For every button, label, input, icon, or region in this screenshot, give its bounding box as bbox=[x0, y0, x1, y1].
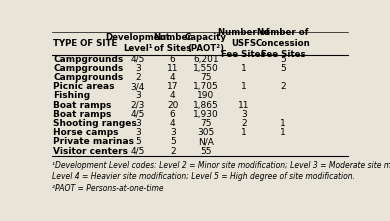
Text: Private marinas: Private marinas bbox=[53, 137, 134, 146]
Text: 4/5: 4/5 bbox=[131, 110, 145, 119]
Text: 1: 1 bbox=[241, 82, 246, 91]
Text: 3: 3 bbox=[241, 110, 246, 119]
Text: 6: 6 bbox=[170, 55, 176, 64]
Text: 2: 2 bbox=[135, 73, 141, 82]
Text: 1,550: 1,550 bbox=[193, 64, 219, 73]
Text: Visitor centers: Visitor centers bbox=[53, 147, 128, 156]
Text: 2: 2 bbox=[170, 147, 176, 156]
Text: Picnic areas: Picnic areas bbox=[53, 82, 115, 91]
Text: Horse camps: Horse camps bbox=[53, 128, 119, 137]
Text: Fishing: Fishing bbox=[53, 91, 90, 101]
Text: ²PAOT = Persons-at-one-time: ²PAOT = Persons-at-one-time bbox=[52, 184, 163, 193]
Text: 3: 3 bbox=[135, 128, 141, 137]
Text: 75: 75 bbox=[200, 119, 212, 128]
Text: 2: 2 bbox=[280, 82, 286, 91]
Text: 1,865: 1,865 bbox=[193, 101, 219, 110]
Text: Shooting ranges: Shooting ranges bbox=[53, 119, 137, 128]
Text: 1: 1 bbox=[280, 128, 286, 137]
Text: Campgrounds: Campgrounds bbox=[53, 73, 124, 82]
Text: 11: 11 bbox=[238, 101, 250, 110]
Text: 3: 3 bbox=[135, 91, 141, 101]
Text: 1,705: 1,705 bbox=[193, 82, 219, 91]
Text: 17: 17 bbox=[167, 82, 178, 91]
Text: 3: 3 bbox=[135, 119, 141, 128]
Text: Development
Level¹: Development Level¹ bbox=[105, 33, 170, 53]
Text: 1,930: 1,930 bbox=[193, 110, 219, 119]
Text: 1: 1 bbox=[241, 64, 246, 73]
Text: Number of
USFS
Fee Sites: Number of USFS Fee Sites bbox=[218, 27, 269, 59]
Text: 2/3: 2/3 bbox=[131, 101, 145, 110]
Text: 5: 5 bbox=[280, 64, 286, 73]
Text: 2: 2 bbox=[241, 119, 246, 128]
Text: Campgrounds: Campgrounds bbox=[53, 55, 124, 64]
Text: Number
of Sites: Number of Sites bbox=[153, 33, 192, 53]
Text: 1: 1 bbox=[241, 128, 246, 137]
Text: 6: 6 bbox=[170, 110, 176, 119]
Text: Capacity
(PAOT²): Capacity (PAOT²) bbox=[185, 33, 227, 53]
Text: 5: 5 bbox=[280, 55, 286, 64]
Text: Level 4 = Heavier site modification; Level 5 = High degree of site modification.: Level 4 = Heavier site modification; Lev… bbox=[52, 172, 355, 181]
Text: 190: 190 bbox=[197, 91, 215, 101]
Text: 4: 4 bbox=[170, 91, 176, 101]
Text: 3: 3 bbox=[135, 64, 141, 73]
Text: 20: 20 bbox=[167, 101, 178, 110]
Text: Boat ramps: Boat ramps bbox=[53, 101, 112, 110]
Text: 55: 55 bbox=[200, 147, 212, 156]
Text: 11: 11 bbox=[167, 64, 178, 73]
Text: Campgrounds: Campgrounds bbox=[53, 64, 124, 73]
Text: 3: 3 bbox=[170, 128, 176, 137]
Text: ¹Development Level codes: Level 2 = Minor site modification; Level 3 = Moderate : ¹Development Level codes: Level 2 = Mino… bbox=[52, 161, 390, 170]
Text: 3/4: 3/4 bbox=[131, 82, 145, 91]
Text: 305: 305 bbox=[197, 128, 215, 137]
Text: 5: 5 bbox=[170, 137, 176, 146]
Text: Number of
Concession
Fee Sites: Number of Concession Fee Sites bbox=[255, 27, 310, 59]
Text: 4/5: 4/5 bbox=[131, 55, 145, 64]
Text: 6,201: 6,201 bbox=[193, 55, 219, 64]
Text: Boat ramps: Boat ramps bbox=[53, 110, 112, 119]
Text: 75: 75 bbox=[200, 73, 212, 82]
Text: 4: 4 bbox=[170, 73, 176, 82]
Text: 5: 5 bbox=[135, 137, 141, 146]
Text: TYPE OF SITE: TYPE OF SITE bbox=[53, 39, 117, 48]
Text: 4: 4 bbox=[170, 119, 176, 128]
Text: N/A: N/A bbox=[198, 137, 214, 146]
Text: 1: 1 bbox=[280, 119, 286, 128]
Text: 4/5: 4/5 bbox=[131, 147, 145, 156]
